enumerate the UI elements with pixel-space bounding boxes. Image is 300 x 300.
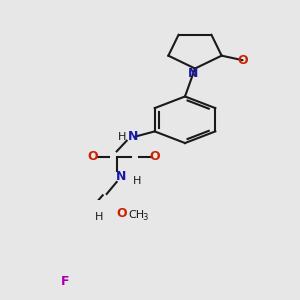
Text: N: N	[116, 170, 126, 183]
Text: H: H	[118, 132, 127, 142]
Text: O: O	[237, 54, 248, 67]
Text: H: H	[95, 212, 103, 222]
Text: N: N	[128, 130, 138, 143]
Text: 3: 3	[143, 213, 148, 222]
Text: O: O	[149, 150, 160, 163]
Text: H: H	[133, 176, 141, 186]
Text: O: O	[117, 207, 127, 220]
Text: F: F	[60, 275, 69, 288]
Text: O: O	[87, 150, 98, 163]
Text: CH: CH	[129, 210, 145, 220]
Text: N: N	[188, 68, 198, 80]
